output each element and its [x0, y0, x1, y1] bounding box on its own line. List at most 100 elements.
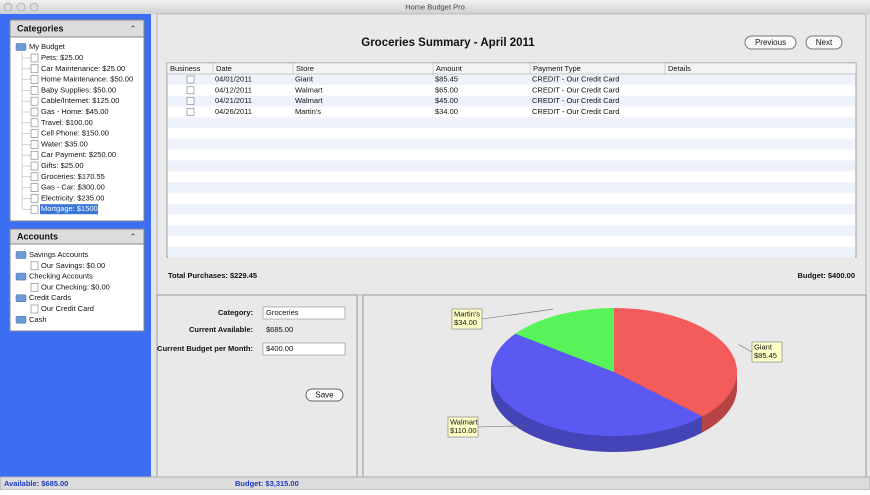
category-item[interactable]: Cable/Internet: $125.00 — [41, 96, 119, 105]
category-item[interactable]: Car Payment: $250.00 — [41, 150, 116, 159]
category-item[interactable]: Travel: $100.00 — [41, 118, 93, 127]
form-label: Category: — [218, 308, 253, 317]
summary-title: Groceries Summary - April 2011 — [361, 37, 535, 49]
document-icon — [31, 86, 38, 94]
category-item[interactable]: Car Maintenance: $25.00 — [41, 64, 125, 73]
panel-title: Accounts — [17, 231, 58, 241]
folder-icon — [16, 316, 26, 323]
business-checkbox[interactable] — [187, 108, 194, 115]
document-icon — [31, 65, 38, 73]
close-button[interactable] — [4, 3, 12, 11]
category-item[interactable]: Baby Supplies: $50.00 — [41, 85, 116, 94]
form-label: Current Budget per Month: — [157, 344, 253, 353]
document-icon — [31, 283, 38, 291]
table-stripe — [168, 96, 855, 107]
business-checkbox[interactable] — [187, 76, 194, 83]
document-icon — [31, 54, 38, 62]
save-button-label[interactable]: Save — [315, 391, 334, 400]
pie-label-value: $110.00 — [450, 426, 477, 435]
document-icon — [31, 194, 38, 202]
category-item[interactable]: Mortgage: $1500.00 — [41, 204, 108, 213]
table-stripe — [168, 225, 855, 236]
budget-total: Budget: $400.00 — [797, 271, 855, 280]
document-icon — [31, 305, 38, 313]
table-cell: Walmart — [295, 85, 324, 94]
panel-title: Categories — [17, 23, 64, 33]
category-item[interactable]: Water: $35.00 — [41, 139, 88, 148]
account-group[interactable]: Cash — [29, 315, 47, 324]
table-cell: $85.45 — [435, 74, 458, 83]
column-header[interactable]: Amount — [436, 64, 463, 73]
category-item[interactable]: Gas - Home: $45.00 — [41, 107, 109, 116]
status-budget: Budget: $3,315.00 — [235, 479, 299, 488]
total-purchases: Total Purchases: $229.45 — [168, 271, 257, 280]
category-item[interactable]: Electricity: $235.00 — [41, 193, 104, 202]
category-item[interactable]: Pets: $25.00 — [41, 53, 83, 62]
table-cell: 04/21/2011 — [215, 96, 252, 105]
folder-icon — [16, 252, 26, 259]
folder-icon — [16, 295, 26, 302]
window-title: Home Budget Pro — [405, 2, 465, 11]
status-available: Available: $685.00 — [4, 479, 68, 488]
document-icon — [31, 162, 38, 170]
pie-label-value: $85.45 — [754, 351, 777, 360]
document-icon — [31, 151, 38, 159]
table-cell: CREDIT - Our Credit Card — [532, 107, 619, 116]
document-icon — [31, 140, 38, 148]
account-item[interactable]: Our Credit Card — [41, 304, 94, 313]
category-item[interactable]: Groceries: $170.55 — [41, 172, 105, 181]
account-group[interactable]: Savings Accounts — [29, 250, 88, 259]
table-header — [167, 63, 856, 74]
column-header[interactable]: Details — [668, 64, 691, 73]
table-cell: Martin's — [295, 107, 321, 116]
account-item[interactable]: Our Checking: $0.00 — [41, 282, 110, 291]
business-checkbox[interactable] — [187, 98, 194, 105]
form-value: $685.00 — [266, 325, 293, 334]
table-cell: 04/01/2011 — [215, 74, 252, 83]
table-cell: CREDIT - Our Credit Card — [532, 85, 619, 94]
table-cell: $34.00 — [435, 107, 458, 116]
category-item[interactable]: Cell Phone: $150.00 — [41, 129, 109, 138]
table-cell: $65.00 — [435, 85, 458, 94]
account-group[interactable]: Credit Cards — [29, 293, 71, 302]
table-cell: CREDIT - Our Credit Card — [532, 74, 619, 83]
table-stripe — [168, 117, 855, 128]
document-icon — [31, 173, 38, 181]
account-group[interactable]: Checking Accounts — [29, 272, 93, 281]
document-icon — [31, 130, 38, 138]
document-icon — [31, 184, 38, 192]
document-icon — [31, 262, 38, 270]
minimize-button[interactable] — [17, 3, 25, 11]
tree-root: My Budget — [29, 42, 66, 51]
document-icon — [31, 205, 38, 213]
document-icon — [31, 97, 38, 105]
nav-button-label[interactable]: Previous — [755, 38, 786, 47]
collapse-button[interactable]: ⌃ — [130, 232, 136, 241]
account-item[interactable]: Our Savings: $0.00 — [41, 261, 105, 270]
column-header[interactable]: Date — [216, 64, 232, 73]
form-value[interactable]: $400.00 — [266, 344, 293, 353]
form-label: Current Available: — [189, 325, 253, 334]
category-item[interactable]: Gifts: $25.00 — [41, 161, 84, 170]
table-stripe — [168, 182, 855, 193]
table-cell: 04/12/2011 — [215, 85, 252, 94]
table-stripe — [168, 160, 855, 171]
table-stripe — [168, 74, 855, 85]
business-checkbox[interactable] — [187, 87, 194, 94]
document-icon — [31, 119, 38, 127]
collapse-button[interactable]: ⌃ — [130, 24, 136, 33]
form-value[interactable]: Groceries — [266, 308, 299, 317]
column-header[interactable]: Payment Type — [533, 64, 581, 73]
table-stripe — [168, 139, 855, 150]
column-header[interactable]: Store — [296, 64, 314, 73]
folder-icon — [16, 44, 26, 51]
category-item[interactable]: Gas - Car: $300.00 — [41, 183, 105, 192]
table-cell: CREDIT - Our Credit Card — [532, 96, 619, 105]
column-header[interactable]: Business — [170, 64, 201, 73]
nav-button-label[interactable]: Next — [816, 38, 833, 47]
document-icon — [31, 108, 38, 116]
zoom-button[interactable] — [30, 3, 38, 11]
category-item[interactable]: Home Maintenance: $50.00 — [41, 75, 133, 84]
document-icon — [31, 76, 38, 84]
